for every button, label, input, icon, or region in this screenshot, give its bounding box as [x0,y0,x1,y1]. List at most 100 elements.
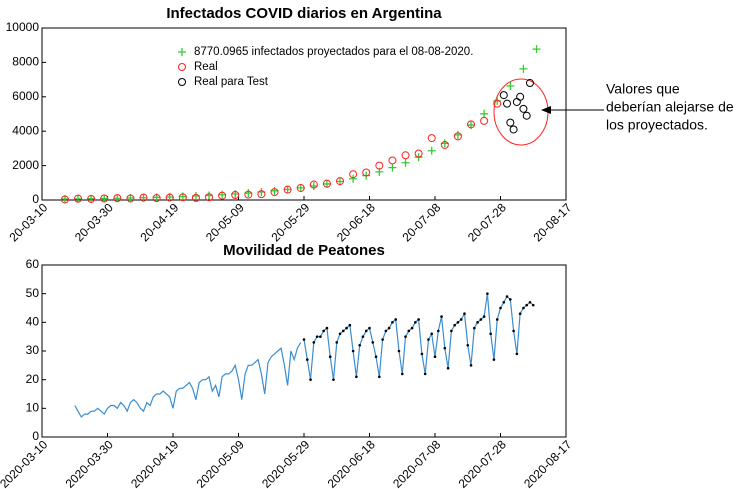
circle-marker [257,190,266,199]
point-marker [371,341,375,344]
point-marker [361,335,365,338]
plus-marker [113,194,122,203]
point-marker [505,295,509,298]
point-marker [381,338,384,341]
point-marker [479,318,483,321]
point-marker [469,364,473,367]
point-marker [355,375,358,379]
circle-marker [139,193,148,202]
x-tick-label: 20-04-19 [137,200,181,244]
point-marker [518,312,522,316]
plus-marker [506,81,515,90]
circle-marker [244,190,253,199]
point-marker [489,332,492,336]
circle-marker [509,125,518,134]
plus-marker [309,182,318,191]
circle-marker [270,188,279,197]
circle-marker [503,99,512,108]
y-tick-label: 0 [32,429,39,443]
x-tick-label: 20-05-29 [268,200,312,244]
point-marker [332,378,335,381]
circle-marker [74,194,83,203]
circle-marker [283,185,292,194]
circle-marker [87,194,96,203]
y-tick-label: 6000 [12,89,39,103]
point-marker [436,329,440,333]
y-tick-label: 2000 [12,158,39,172]
legend-label: Real [194,61,218,73]
point-marker [456,321,460,324]
point-marker [482,315,486,318]
point-marker [492,358,496,361]
circle-marker [375,161,384,170]
point-marker [312,341,316,344]
plus-marker [322,179,331,188]
annotation-line: los proyectados. [606,117,708,133]
plus-marker [427,146,436,155]
point-marker [509,298,512,301]
point-marker [512,329,515,333]
point-marker [384,329,388,333]
plus-marker [296,183,305,192]
point-marker [459,318,463,321]
circle-marker [506,118,515,127]
annotation-line: Valores que [606,81,680,97]
point-marker [335,341,339,344]
point-marker [315,335,319,338]
point-marker [309,378,312,381]
point-marker [325,326,329,330]
point-marker [522,306,525,310]
plus-marker [74,194,83,203]
legend-marker [178,78,186,86]
annotation-line: deberían alejarse de [606,99,734,115]
circle-marker [453,132,462,141]
point-marker [531,303,535,307]
y-tick-label: 4000 [12,123,39,137]
point-marker [502,300,506,304]
circle-marker [231,191,240,200]
point-marker [443,346,447,350]
point-marker [486,292,489,295]
circle-marker [178,193,187,202]
point-marker [348,323,352,327]
x-tick-label: 2020-08-17 [521,437,575,489]
x-tick-label: 20-06-18 [334,200,378,244]
circle-marker [309,180,318,189]
circle-marker [480,116,489,125]
y-tick-label: 60 [26,257,40,271]
legend-marker [178,63,186,71]
circle-marker [493,99,502,108]
x-tick-label: 20-05-09 [203,200,247,244]
chart-title: Movilidad de Peatones [223,242,385,259]
point-marker [499,306,502,310]
circle-marker [362,168,371,177]
x-tick-label: 20-03-30 [72,200,116,244]
circle-marker [165,193,174,202]
point-marker [525,303,528,307]
y-tick-label: 50 [26,286,40,300]
plus-marker [532,45,541,54]
x-tick-label: 2020-07-08 [390,437,444,489]
circle-marker [100,194,109,203]
plus-marker [453,130,462,139]
point-marker [463,312,466,316]
point-marker [427,338,430,341]
circle-marker [388,156,397,165]
y-tick-label: 20 [26,372,40,386]
x-tick-label: 2020-07-28 [456,437,510,489]
circle-marker [519,104,528,113]
circle-marker [349,170,358,179]
y-tick-label: 0 [32,192,39,206]
circle-marker [522,111,531,120]
y-tick-label: 30 [26,343,40,357]
point-marker [404,335,407,338]
x-tick-label: 2020-04-19 [128,437,182,489]
point-marker [394,318,398,321]
x-tick-label: 2020-03-30 [63,437,117,489]
point-marker [342,329,345,333]
arrow-head [541,106,551,114]
point-marker [440,315,443,318]
point-marker [495,318,499,321]
x-tick-label: 20-03-10 [6,200,50,244]
